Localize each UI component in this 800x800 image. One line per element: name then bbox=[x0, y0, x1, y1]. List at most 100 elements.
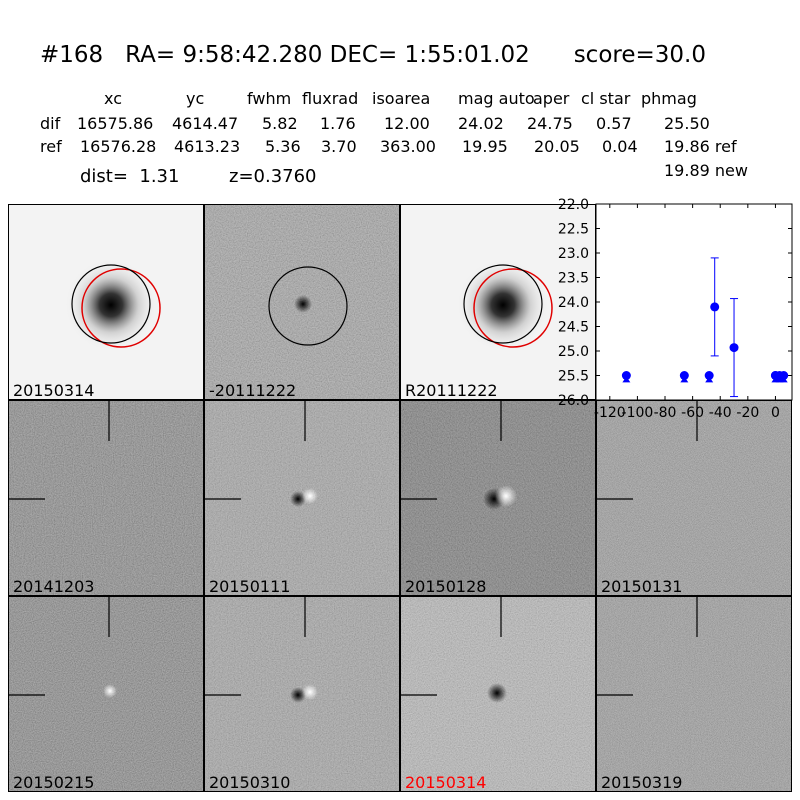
cutout-date-label: 20150319 bbox=[601, 773, 683, 792]
cutout-panel: 20150111 bbox=[204, 400, 400, 596]
x-tick-label: -40 bbox=[709, 405, 732, 421]
cutout-date-label: 20150314 bbox=[13, 381, 95, 400]
y-tick-label: 25.5 bbox=[558, 369, 589, 385]
col-header-fwhm: fwhm bbox=[247, 89, 292, 108]
cutout-image bbox=[9, 401, 203, 595]
ref-circle bbox=[81, 268, 161, 348]
cutout-image bbox=[401, 597, 595, 791]
detection-circle bbox=[463, 264, 543, 344]
table-cell: 4613.23 bbox=[174, 137, 241, 156]
col-header-phmag: phmag bbox=[641, 89, 697, 108]
cutout-date-label: 20150128 bbox=[405, 577, 487, 596]
y-tick-label: 24.5 bbox=[558, 320, 589, 336]
cutout-image bbox=[65, 259, 161, 351]
redshift-label: z=0.3760 bbox=[229, 166, 317, 187]
distance-label: dist= 1.31 bbox=[80, 166, 180, 187]
cutout-image bbox=[205, 597, 399, 791]
noise-texture bbox=[9, 401, 203, 595]
table-cell: 3.70 bbox=[321, 137, 357, 156]
detection-circle bbox=[268, 266, 348, 346]
table-cell: 0.57 bbox=[596, 114, 632, 133]
table-cell: 363.00 bbox=[380, 137, 436, 156]
table-cell: 5.36 bbox=[265, 137, 301, 156]
dark-spot bbox=[487, 683, 507, 703]
dark-spot bbox=[290, 491, 306, 507]
data-point bbox=[710, 302, 720, 312]
cutout-date-label: R20111222 bbox=[405, 381, 498, 400]
plot-frame bbox=[595, 203, 793, 401]
x-tick-label: -60 bbox=[681, 405, 704, 421]
cutout-image bbox=[9, 597, 203, 791]
bright-spot bbox=[302, 684, 318, 700]
cutout-image bbox=[457, 259, 553, 351]
ref-circle bbox=[473, 268, 553, 348]
table-cell: 5.82 bbox=[262, 114, 298, 133]
cutout-date-label: 20150111 bbox=[209, 577, 291, 596]
detection-circle bbox=[71, 264, 151, 344]
dark-spot bbox=[290, 687, 306, 703]
cutout-date-label: 20150314 bbox=[405, 773, 487, 792]
cutout-panel: 20150215 bbox=[8, 596, 204, 792]
y-tick-label: 23.5 bbox=[558, 271, 589, 287]
cutout-panel: 20150314 bbox=[8, 204, 204, 400]
phmag-new: 19.89 new bbox=[664, 161, 748, 180]
candidate-title: #168 RA= 9:58:42.280 DEC= 1:55:01.02 sco… bbox=[40, 42, 706, 68]
col-header-xc: xc bbox=[104, 89, 122, 108]
x-tick-label: 0 bbox=[771, 405, 780, 421]
cutout-panel: 20150310 bbox=[204, 596, 400, 792]
lightcurve-chart: 22.0 22.5 23.0 23.5 24.0 24.5 25.0 25.5 26.0 -120… bbox=[558, 197, 793, 421]
bright-spot bbox=[495, 485, 517, 507]
dark-spot bbox=[294, 295, 312, 313]
data-point bbox=[729, 343, 739, 353]
cutout-panel: 20150319 bbox=[596, 596, 792, 792]
col-header-aper: aper bbox=[533, 89, 570, 108]
col-header-isoarea: isoarea bbox=[372, 89, 431, 108]
y-tick-label: 26.0 bbox=[558, 393, 589, 409]
cutout-panel: -20111222 bbox=[204, 204, 400, 400]
cutout-image bbox=[205, 205, 399, 399]
col-header-fluxrad: fluxrad bbox=[302, 89, 359, 108]
cutout-image bbox=[401, 401, 595, 595]
table-cell: 19.95 bbox=[462, 137, 508, 156]
cutout-panel: 20150314 bbox=[400, 596, 596, 792]
cutout-panel: 20150131 bbox=[596, 400, 792, 596]
table-cell: 0.04 bbox=[602, 137, 638, 156]
col-header-cl-star: cl star bbox=[581, 89, 631, 108]
table-cell: 4614.47 bbox=[172, 114, 239, 133]
table-cell: 20.05 bbox=[534, 137, 580, 156]
row-label-ref: ref bbox=[40, 137, 62, 156]
data-point bbox=[779, 371, 789, 380]
bright-spot bbox=[103, 684, 117, 698]
table-cell: 24.75 bbox=[527, 114, 573, 133]
cutout-date-label: 20141203 bbox=[13, 577, 95, 596]
table-cell: 16576.28 bbox=[80, 137, 157, 156]
x-tick-label: -20 bbox=[736, 405, 759, 421]
cutout-panel: 20141203 bbox=[8, 400, 204, 596]
cutout-date-label: 20150215 bbox=[13, 773, 95, 792]
table-cell: 1.76 bbox=[320, 114, 356, 133]
x-tick-label: -80 bbox=[654, 405, 677, 421]
table-cell: 25.50 bbox=[664, 114, 710, 133]
table-cell: 12.00 bbox=[384, 114, 430, 133]
y-tick-label: 25.0 bbox=[558, 344, 589, 360]
y-tick-label: 23.0 bbox=[558, 246, 589, 262]
table-cell: 16575.86 bbox=[77, 114, 154, 133]
x-tick-label: -120 bbox=[594, 405, 626, 421]
cutout-image bbox=[597, 401, 791, 595]
data-point bbox=[704, 371, 714, 380]
galaxy-blob bbox=[65, 259, 157, 351]
table-cell: 19.86 ref bbox=[664, 137, 737, 156]
col-header-yc: yc bbox=[186, 89, 205, 108]
cutout-panel: R20111222 bbox=[400, 204, 596, 400]
cutout-date-label: 20150131 bbox=[601, 577, 683, 596]
data-point bbox=[679, 371, 689, 380]
y-tick-label: 22.5 bbox=[558, 222, 589, 238]
bright-spot bbox=[302, 488, 318, 504]
col-header-mag-auto: mag auto bbox=[458, 89, 535, 108]
data-point bbox=[621, 371, 631, 380]
table-cell: 24.02 bbox=[458, 114, 504, 133]
galaxy-blob bbox=[457, 259, 549, 351]
cutout-image bbox=[597, 597, 791, 791]
x-tick-label: -100 bbox=[622, 405, 654, 421]
cutout-panel: 20150128 bbox=[400, 400, 596, 596]
